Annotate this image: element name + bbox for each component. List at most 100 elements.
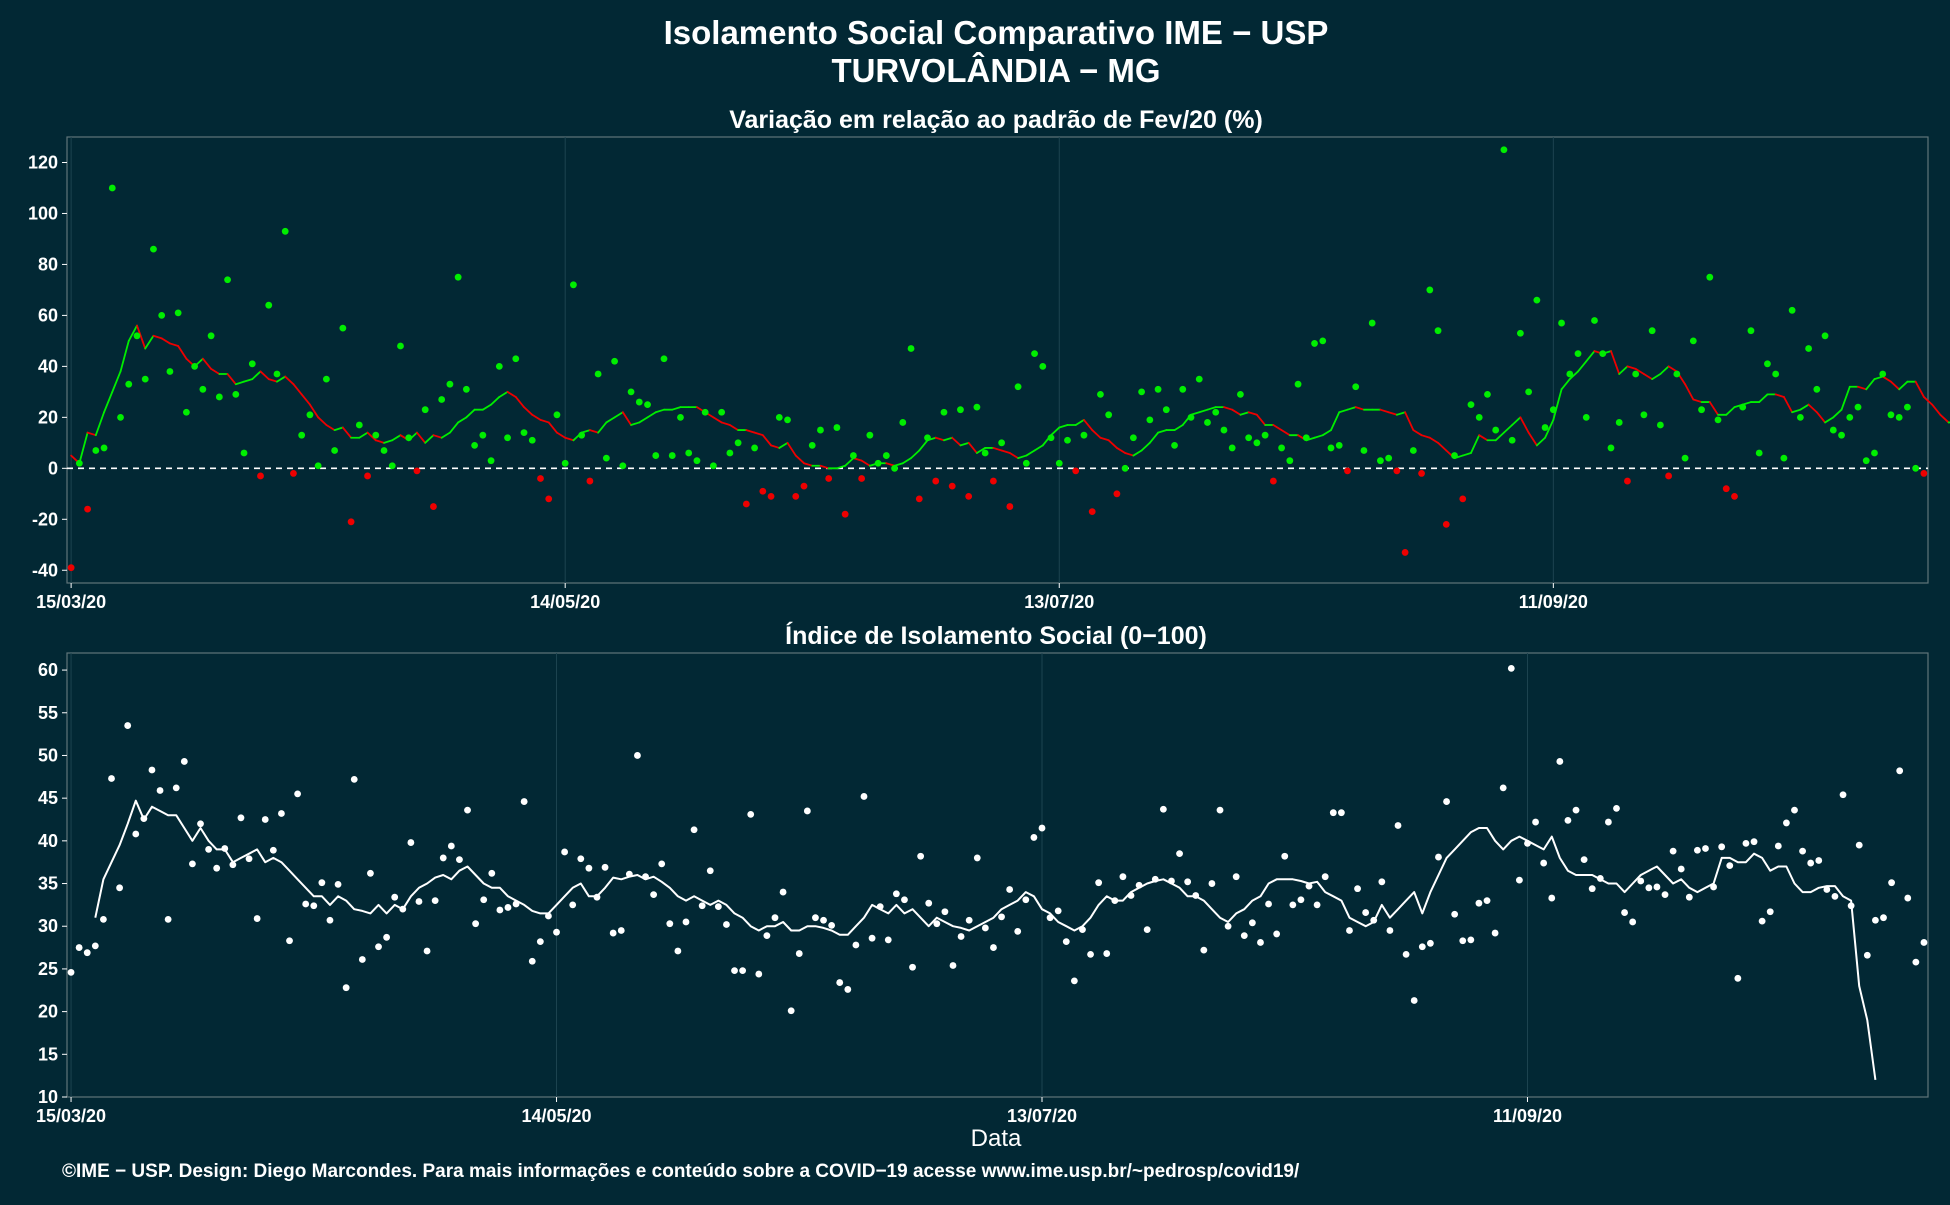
variation-point <box>462 385 470 393</box>
variation-point <box>1031 350 1038 358</box>
variation-point <box>693 457 701 465</box>
variation-point <box>454 273 462 281</box>
moving-average-segment <box>136 324 147 350</box>
variation-point <box>882 452 890 459</box>
index-point <box>1370 916 1378 924</box>
index-point <box>278 810 285 817</box>
variation-point <box>1047 434 1055 442</box>
moving-average-segment <box>1865 378 1876 391</box>
index-point <box>1718 843 1726 851</box>
variation-point <box>1006 503 1014 510</box>
moving-average-segment <box>449 421 460 434</box>
moving-average-segment <box>1099 436 1110 442</box>
variation-point <box>1179 385 1187 393</box>
moving-average-segment <box>1058 424 1069 429</box>
index-point <box>1224 922 1232 930</box>
index-point <box>941 908 949 916</box>
variation-point <box>1615 419 1623 426</box>
variation-point <box>1525 388 1533 396</box>
index-point <box>75 944 83 951</box>
variation-point <box>430 503 437 510</box>
index-point <box>1621 909 1628 916</box>
moving-average-segment <box>1404 411 1415 431</box>
variation-point <box>1344 467 1351 475</box>
y-tick-label: 20 <box>38 1002 58 1022</box>
variation-point <box>1475 413 1483 421</box>
variation-point <box>1377 457 1384 465</box>
moving-average-segment <box>1618 365 1629 375</box>
index-point <box>1904 894 1912 902</box>
moving-average-segment <box>786 441 797 457</box>
y-tick-label: 50 <box>38 745 58 765</box>
variation-point <box>174 309 182 317</box>
index-point <box>884 936 892 944</box>
variation-point <box>322 375 330 383</box>
moving-average-segment <box>1346 406 1357 411</box>
variation-point <box>1714 416 1722 424</box>
variation-point <box>1862 457 1870 465</box>
variation-point <box>545 495 553 503</box>
index-point <box>690 826 698 834</box>
moving-average-segment <box>1412 429 1423 437</box>
moving-average-segment <box>1074 418 1085 426</box>
variation-point <box>619 462 627 470</box>
variation-point <box>1385 454 1393 462</box>
index-point <box>1726 862 1734 870</box>
moving-average-segment <box>234 380 245 386</box>
y-tick-label: -20 <box>32 509 58 529</box>
moving-average-segment <box>276 375 287 383</box>
moving-average-segment <box>1379 408 1390 414</box>
moving-average-segment <box>267 378 278 383</box>
index-point <box>1168 877 1175 885</box>
moving-average-segment <box>1799 403 1810 411</box>
variation-point <box>1500 146 1508 154</box>
moving-average-segment <box>844 457 855 467</box>
variation-point <box>1080 431 1088 439</box>
variation-point <box>1673 370 1681 378</box>
index-point <box>577 855 585 863</box>
moving-average-segment <box>1354 406 1365 411</box>
variation-point <box>1451 452 1458 459</box>
variation-point <box>1558 319 1565 327</box>
moving-average-segment <box>910 449 921 460</box>
moving-average-segment <box>284 375 295 386</box>
variation-point <box>668 452 676 459</box>
y-tick-label: 60 <box>38 305 58 325</box>
variation-point <box>817 426 824 434</box>
index-point <box>1774 842 1782 850</box>
variation-point <box>405 434 413 442</box>
variation-panel-title: Variação em relação ao padrão de Fev/20 … <box>729 106 1263 134</box>
index-point <box>375 943 382 951</box>
y-tick-label: 60 <box>38 660 58 680</box>
moving-average-segment <box>465 408 476 419</box>
variation-point <box>117 413 124 421</box>
variation-point <box>1887 411 1895 419</box>
variation-point <box>421 406 429 414</box>
index-point <box>1758 917 1766 925</box>
variation-point <box>166 368 174 375</box>
index-point <box>237 814 245 822</box>
variation-point <box>1228 444 1236 452</box>
moving-average-segment <box>539 418 550 424</box>
index-point <box>860 793 868 800</box>
index-point <box>755 970 763 978</box>
moving-average-segment <box>1692 398 1703 403</box>
variation-point <box>989 477 997 485</box>
y-tick-label: 100 <box>28 203 58 223</box>
variation-point <box>232 391 240 398</box>
index-point <box>1143 926 1151 934</box>
y-tick-label: 10 <box>38 1087 58 1107</box>
variation-point <box>1656 421 1664 429</box>
moving-average-segment <box>103 390 114 414</box>
moving-average-segment <box>1881 375 1892 383</box>
variation-point <box>388 462 396 470</box>
x-tick-label: 15/03/20 <box>36 1106 106 1126</box>
variation-point <box>1755 449 1763 457</box>
y-tick-label: 45 <box>38 788 58 808</box>
variation-point <box>1138 388 1146 396</box>
index-point <box>1548 894 1556 902</box>
variation-point <box>1409 447 1417 454</box>
variation-point <box>1418 470 1425 477</box>
variation-point <box>866 431 874 439</box>
moving-average-segment <box>1025 449 1036 457</box>
